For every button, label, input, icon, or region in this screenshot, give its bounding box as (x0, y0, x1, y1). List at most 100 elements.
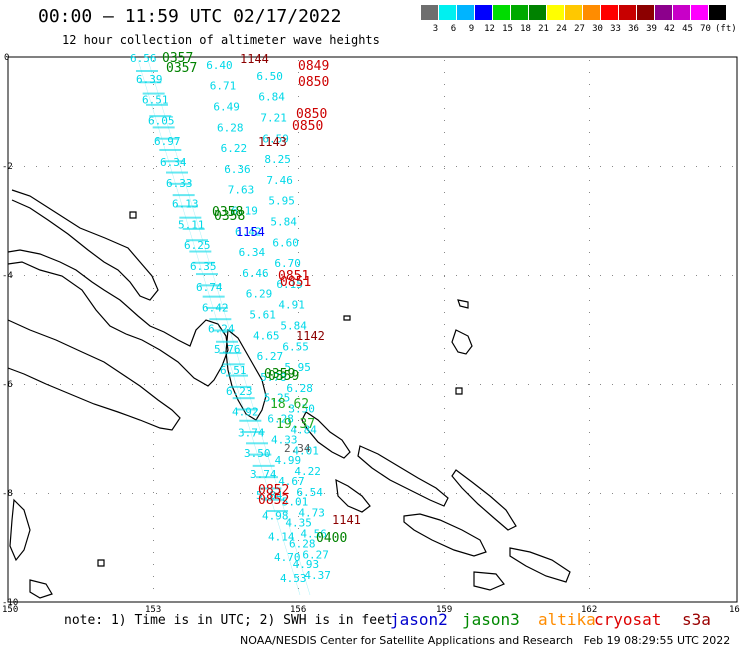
swh-label: 6.13 (172, 198, 199, 211)
scale-swatch (691, 5, 708, 20)
swh-label: 1144 (240, 52, 269, 66)
scale-swatch (493, 5, 510, 20)
track-sample-mark (206, 306, 228, 309)
swh-label: 19.37 (276, 417, 315, 432)
swh-label: 0852 (258, 483, 289, 498)
track-sample-mark (152, 126, 175, 129)
swh-label: 6.28 (267, 413, 294, 426)
track-sample-mark (229, 385, 252, 388)
louisiade-coast (9, 498, 31, 562)
swh-label: 6.71 (210, 80, 237, 93)
track-sample-mark (246, 442, 268, 445)
track-sample-mark (146, 103, 168, 106)
track-sample-mark (186, 239, 208, 242)
swh-label: 6.25 (184, 239, 211, 252)
scale-label: 6 (450, 24, 457, 34)
track-sample-mark (236, 408, 258, 411)
swh-label: 4.93 (293, 558, 320, 571)
swh-label: 6.51 (142, 94, 169, 107)
scale-label: 24 (556, 24, 567, 34)
legend-item-cryosat: cryosat (594, 610, 662, 629)
footer-note: note: 1) Time is in UTC; 2) SWH is in fe… (64, 613, 393, 628)
swh-label: 18.62 (270, 397, 309, 412)
swh-label: 7.21 (260, 111, 287, 124)
swh-label: 4.67 (278, 475, 305, 488)
page-subtitle: 12 hour collection of altimeter wave hei… (62, 33, 380, 47)
swh-label: 6.42 (235, 225, 262, 238)
swh-label: 5.76 (214, 343, 241, 356)
track-sample-mark (242, 431, 265, 434)
track-sample-mark (226, 374, 248, 377)
scale-swatch (655, 5, 672, 20)
swh-label: 5.01 (282, 496, 309, 509)
track-sample-mark (222, 363, 245, 366)
footer-credit: NOAA/NESDIS Center for Satellite Applica… (240, 634, 730, 647)
swh-label: 6.70 (274, 257, 301, 270)
guadalcanal-coast (403, 513, 487, 557)
track-sample-mark (166, 171, 188, 174)
track-sample-mark (252, 464, 275, 467)
new-ireland-coast (11, 189, 159, 301)
track-sample-mark (256, 476, 278, 479)
track-sample-mark (202, 295, 225, 298)
small-island-1 (343, 315, 351, 321)
swh-label: 0850 (298, 75, 329, 90)
swh-label: 6.28 (217, 121, 244, 134)
latitude-label: -6 (2, 380, 13, 390)
swh-label: 6.50 (256, 70, 283, 83)
swh-label: 5.84 (280, 319, 307, 332)
swh-label: 6.27 (257, 350, 284, 363)
swh-label: 3.74 (250, 468, 277, 481)
track-sample-mark (159, 148, 182, 151)
swh-label: 6.60 (272, 236, 299, 249)
swh-label: 6.15 (276, 278, 303, 291)
map-frame (7, 56, 738, 603)
small-island-2 (455, 387, 463, 395)
scale-label: 36 (628, 24, 639, 34)
scale-swatch (709, 5, 726, 20)
scale-label: 15 (502, 24, 513, 34)
swh-label: 6.40 (206, 59, 233, 72)
track-sample-mark (172, 194, 195, 197)
longitude-label: 165 (729, 605, 740, 615)
latitude-label: -2 (2, 162, 13, 172)
scale-label: 45 (682, 24, 693, 34)
swh-label: 5.84 (270, 215, 297, 228)
small-island-4 (129, 211, 137, 219)
latitude-label: -10 (2, 598, 18, 608)
swh-label: 0359 (268, 369, 299, 384)
scale-label: 70 (700, 24, 711, 34)
track-sample-mark (216, 340, 238, 343)
legend-item-jason3: jason3 (462, 610, 520, 629)
track-sample-mark (162, 160, 185, 163)
swh-label: 1142 (296, 329, 325, 343)
swh-label: 4.84 (290, 423, 317, 436)
scale-swatch (547, 5, 564, 20)
track-sample-mark (196, 273, 218, 276)
swh-label: 0850 (292, 119, 323, 134)
scale-unit-label: (ft) (715, 24, 737, 34)
track-sample-mark (249, 453, 272, 456)
swh-label: 6.34 (239, 246, 266, 259)
malaita-coast (451, 469, 517, 531)
swh-label: 6.23 (226, 385, 253, 398)
latitude-label: -4 (2, 271, 13, 281)
swh-label: 4.70 (274, 551, 301, 564)
scale-label: 33 (610, 24, 621, 34)
track-sample-mark (232, 397, 255, 400)
legend-item-altika: altika (538, 610, 596, 629)
swh-label: 5.25 (264, 392, 291, 405)
track-sample-mark (142, 92, 165, 95)
track-sample-mark (169, 182, 192, 185)
swh-label: 6.27 (302, 548, 329, 561)
wave-height-labels: 6.56 6.40 6.50 6.39 6.71 6.84 6.51 6.49 7.21 6.05… (130, 51, 361, 585)
swh-label: 3.50 (288, 403, 315, 416)
coastlines (7, 189, 571, 599)
swh-label: 0359 (264, 367, 295, 382)
rennell-coast (473, 571, 505, 591)
longitude-label: 153 (145, 605, 161, 615)
track-sample-mark (219, 352, 242, 355)
track-sample-mark (136, 70, 158, 72)
swh-label: 4.33 (271, 433, 298, 446)
